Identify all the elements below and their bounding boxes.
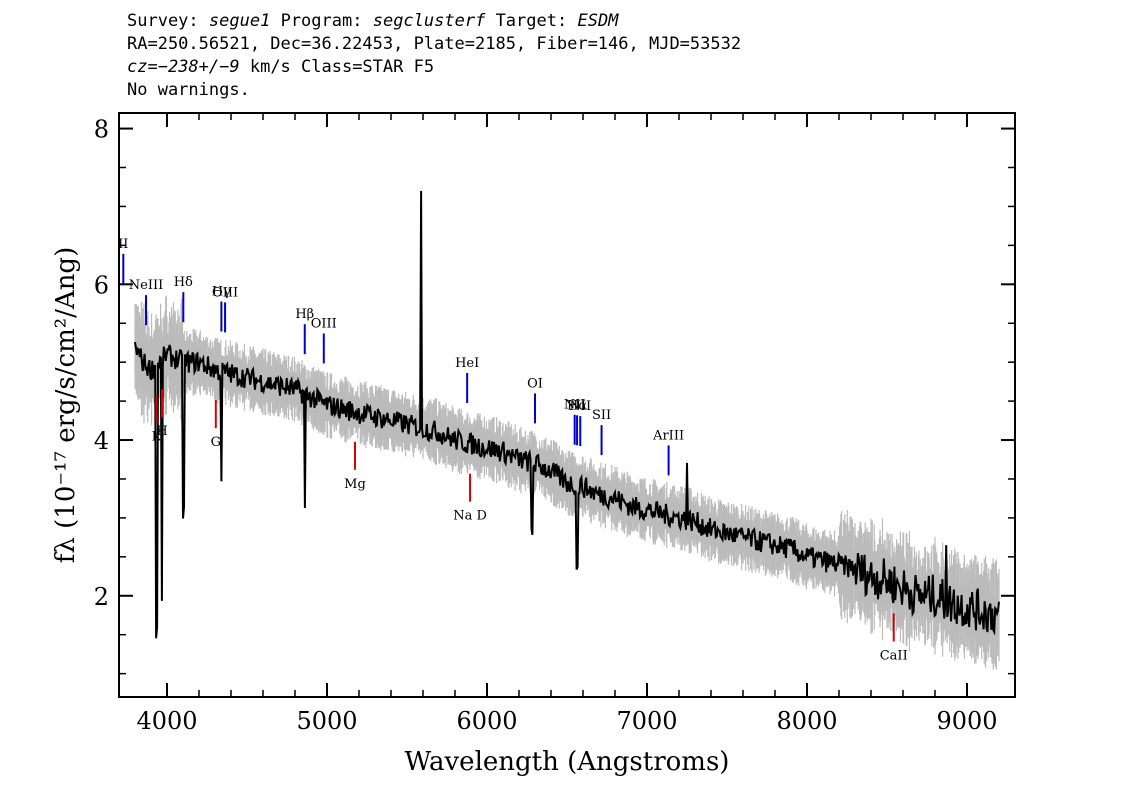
emission-line-label: Hα bbox=[567, 398, 587, 413]
x-tick-label: 4000 bbox=[136, 707, 197, 735]
emission-line-label: OI bbox=[527, 376, 543, 391]
spectrum-header: Survey: segue1 Program: segclusterf Targ… bbox=[127, 10, 741, 102]
absorption-line-label: Na D bbox=[453, 509, 487, 524]
x-tick-label: 8000 bbox=[776, 707, 837, 735]
y-tick-label: 8 bbox=[94, 116, 109, 144]
emission-line-label: Hδ bbox=[174, 275, 193, 290]
emission-line-label: HeI bbox=[455, 356, 479, 371]
ticks-layer: 4000 5000 6000 7000 8000 9000 2 4 6 8 bbox=[94, 113, 1015, 735]
cz-suffix: km/s Class=STAR F5 bbox=[239, 57, 435, 77]
x-tick-label: 7000 bbox=[616, 707, 677, 735]
emission-line-label: ArIII bbox=[652, 428, 684, 443]
survey-label: Survey: bbox=[127, 11, 199, 31]
plot-frame bbox=[118, 112, 1016, 698]
absorption-line-label: H bbox=[156, 424, 167, 439]
emission-line-label: NII bbox=[564, 398, 586, 413]
emission-line-label: SII bbox=[592, 408, 611, 423]
emission-line-label: NeIII bbox=[129, 278, 163, 293]
header-line-2: RA=250.56521, Dec=36.22453, Plate=2185, … bbox=[127, 34, 742, 54]
header-line-3: cz=−238+/−9 km/s Class=STAR F5 bbox=[127, 56, 741, 79]
x-axis-label: Wavelength (Angstroms) bbox=[405, 747, 730, 777]
x-tick-label: 5000 bbox=[296, 707, 357, 735]
y-tick-label: 4 bbox=[94, 427, 109, 455]
emission-line-label: NII bbox=[569, 399, 591, 414]
target-label: Target: bbox=[495, 11, 568, 31]
y-tick-label: 2 bbox=[94, 583, 109, 611]
header-warnings: No warnings. bbox=[127, 80, 250, 100]
absorption-line-label: Mg bbox=[344, 477, 366, 492]
absorption-line-label: G bbox=[211, 435, 221, 450]
y-tick-label: 6 bbox=[94, 271, 109, 299]
absorption-line-label: K bbox=[152, 430, 162, 445]
target-value: ESDM bbox=[577, 11, 619, 31]
x-tick-label: 6000 bbox=[456, 707, 517, 735]
program-label: Program: bbox=[280, 11, 363, 31]
emission-line-label: Hγ bbox=[212, 285, 231, 300]
program-value: segclusterf bbox=[372, 11, 486, 31]
emission-line-label: Hβ bbox=[295, 307, 314, 322]
cz-value: −238+/−9 bbox=[157, 57, 240, 77]
x-tick-label: 9000 bbox=[936, 707, 997, 735]
absorption-line-label: CaII bbox=[880, 648, 908, 663]
emission-line-label: II bbox=[118, 237, 128, 252]
emission-line-label: OIII bbox=[212, 285, 238, 300]
flux-line bbox=[134, 190, 1000, 639]
survey-value: segue1 bbox=[208, 11, 271, 31]
y-axis-label: fλ (10⁻¹⁷ erg/s/cm²/Ang) bbox=[51, 247, 81, 563]
emission-line-label: OIII bbox=[311, 316, 337, 331]
flux-layer bbox=[134, 190, 1000, 639]
cz-prefix: cz= bbox=[127, 57, 158, 77]
header-line-1: Survey: segue1 Program: segclusterf Targ… bbox=[127, 10, 741, 33]
